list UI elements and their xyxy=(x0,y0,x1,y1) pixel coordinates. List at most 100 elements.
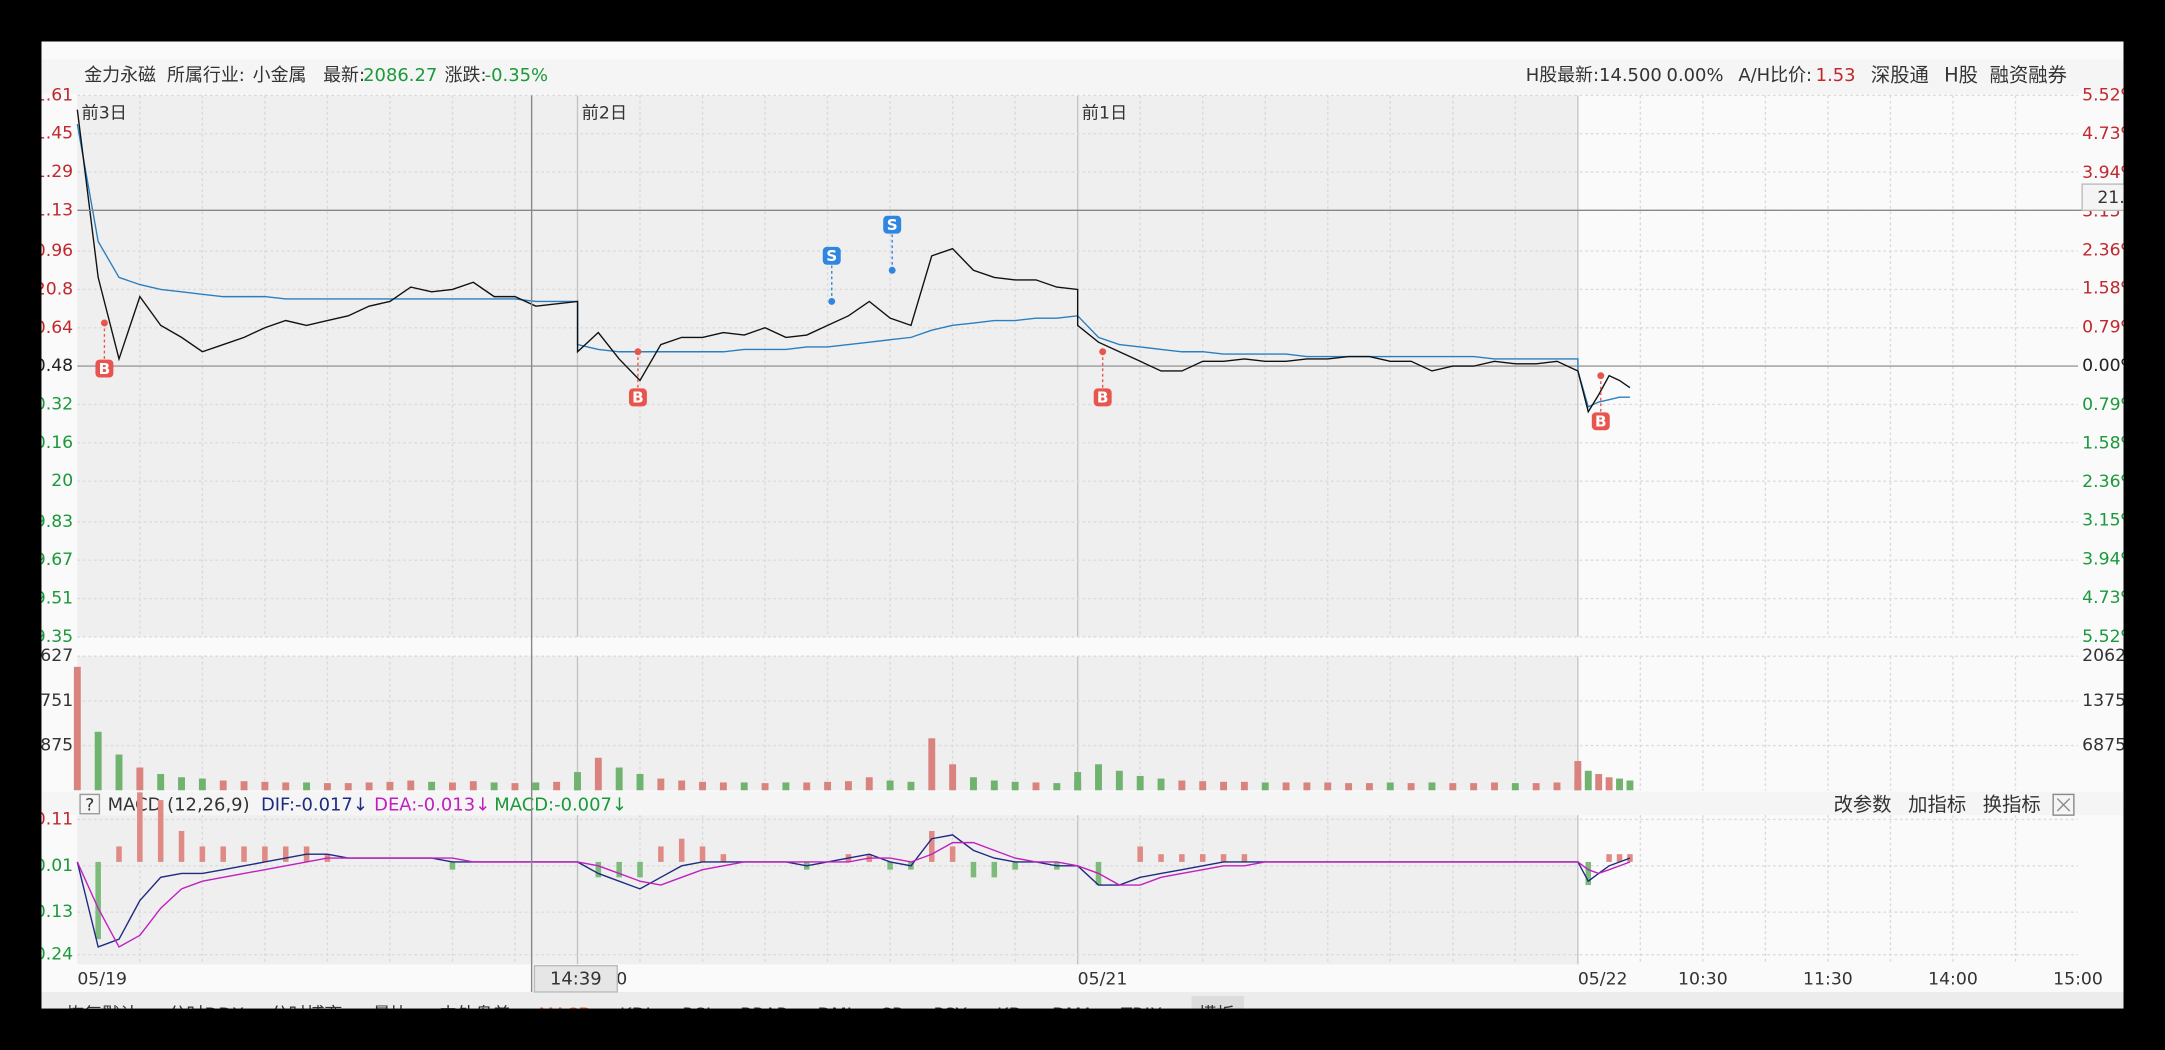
link[interactable]: H股 xyxy=(1944,63,1978,86)
y2-tick-label: 0.00% xyxy=(2082,356,2137,376)
marker-label: S xyxy=(887,216,898,234)
volume-bar xyxy=(1407,783,1415,791)
marker-badge xyxy=(822,246,841,265)
macd-bar xyxy=(241,846,247,862)
macd-bar xyxy=(991,861,998,878)
x-tick-label: 05/19 xyxy=(77,970,127,990)
marker-badge xyxy=(1093,388,1112,407)
indicator-title: MACD (12,26,9) xyxy=(108,794,250,815)
macd-bar xyxy=(658,846,664,862)
volume-bar xyxy=(1261,782,1269,791)
volume-bar xyxy=(1532,783,1540,791)
y2-tick-label: 1.58% xyxy=(2082,434,2137,454)
volume-bar xyxy=(1365,783,1373,791)
avg-line xyxy=(76,123,1630,408)
volume-bar xyxy=(261,781,269,791)
macd-bar xyxy=(1241,854,1248,862)
macd-bar xyxy=(1220,854,1227,862)
volume-bar xyxy=(1449,783,1457,791)
indicator-bar xyxy=(41,791,2124,816)
macd-bar xyxy=(949,846,956,862)
volume-bar xyxy=(1616,778,1623,791)
industry[interactable]: 小金属 xyxy=(253,65,307,86)
marker-dot xyxy=(1099,348,1107,356)
latest: 2086.27 xyxy=(363,65,437,86)
volume-bar xyxy=(365,782,373,791)
volume-bar xyxy=(1240,781,1248,791)
volume-bar xyxy=(157,774,165,791)
volume-bar xyxy=(1303,782,1311,791)
link[interactable]: 深股通 xyxy=(1871,63,1929,86)
y2-tick-label: 5.52% xyxy=(2082,85,2137,105)
volume-bar xyxy=(1199,781,1207,791)
help[interactable]: ? xyxy=(85,795,94,815)
volume-bar xyxy=(428,781,436,791)
volume-bar xyxy=(1053,783,1061,791)
macd-readout: MACD:-0.007↓ xyxy=(494,794,627,815)
action[interactable]: 加指标 xyxy=(1908,793,1966,816)
macd-bar xyxy=(449,861,456,870)
y2-tick-label: 0.79% xyxy=(2082,317,2137,337)
volume-bar xyxy=(1095,764,1102,791)
macd-bar xyxy=(616,861,622,878)
volume-bar xyxy=(282,782,290,791)
ah-ratio: 1.53 xyxy=(1816,65,1856,86)
marker-dot xyxy=(828,297,836,305)
volume-bar xyxy=(1115,770,1123,791)
macd-bar xyxy=(137,792,143,862)
industry-label: 所属行业: xyxy=(167,65,245,86)
latest-label: 最新: xyxy=(323,65,365,86)
x-tick-label: 15:00 xyxy=(2053,970,2103,990)
link[interactable]: 融资融券 xyxy=(1990,63,2067,86)
tab-bar xyxy=(41,991,2124,1012)
volume-bar xyxy=(553,781,561,791)
volume-bar xyxy=(615,767,623,791)
x-tick-label: 05/22 xyxy=(1578,970,1628,990)
y2-tick-label: 1.58% xyxy=(2082,279,2137,299)
ah-label: A/H比价: xyxy=(1738,65,1812,86)
marker-label: B xyxy=(1097,389,1109,407)
y2-tick-label: 3.94% xyxy=(2082,163,2137,183)
action[interactable]: 改参数 xyxy=(1834,793,1892,816)
marker-badge xyxy=(1591,412,1610,431)
day-label: 前2日 xyxy=(582,103,627,123)
volume-bar xyxy=(949,764,957,791)
crosshair-x-label: 14:39 xyxy=(550,969,602,990)
macd-bar xyxy=(970,861,977,878)
close-icon[interactable] xyxy=(2052,793,2075,816)
volume-bar xyxy=(678,780,686,791)
marker-label: B xyxy=(99,360,111,378)
action[interactable]: 换指标 xyxy=(1983,793,2041,816)
macd-bar xyxy=(929,830,935,862)
volume-bar xyxy=(657,778,665,791)
macd-bar xyxy=(1179,854,1185,862)
macd-bar xyxy=(1616,854,1623,862)
x-tick-label: 05/21 xyxy=(1078,970,1128,990)
volume-bar xyxy=(1220,781,1228,791)
day-label: 前3日 xyxy=(81,103,126,123)
volume-bar xyxy=(1011,781,1019,791)
volume-bar xyxy=(1470,783,1478,791)
volume-bar xyxy=(1595,774,1603,791)
volume-bar xyxy=(1553,782,1561,791)
y2-tick-label: 2.36% xyxy=(2082,240,2137,260)
crosshair-x-box xyxy=(533,965,618,993)
macd-bar xyxy=(220,846,226,862)
volume-bar xyxy=(198,778,206,791)
volume-bar xyxy=(303,782,311,791)
macd-bar xyxy=(1606,854,1612,862)
x-tick-label: 11:30 xyxy=(1803,970,1853,990)
volume-bar xyxy=(1511,783,1519,791)
y-tick-label: 6875 xyxy=(2082,736,2126,756)
macd-bar xyxy=(678,838,685,862)
volume-bar xyxy=(136,767,144,791)
help-box[interactable] xyxy=(79,793,101,815)
change-label: 涨跌: xyxy=(445,65,487,86)
marker-dot xyxy=(1597,372,1605,380)
volume-bar xyxy=(928,738,936,791)
volume-bar xyxy=(323,783,331,791)
y-tick-label: 13751 xyxy=(2082,691,2137,711)
